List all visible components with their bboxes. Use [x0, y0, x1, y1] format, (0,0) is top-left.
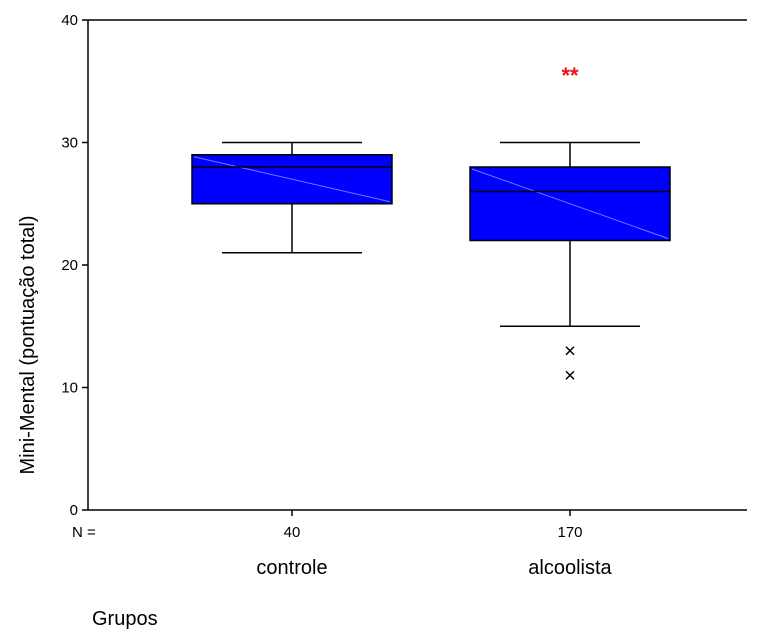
group-category-label: controle: [256, 557, 327, 579]
outlier-marker: [565, 346, 575, 356]
n-prefix-label: N =: [72, 524, 96, 541]
plot-area: 0 10 20 30 40 40 controle ** 170 alcoolista: [61, 12, 747, 579]
group-category-label: alcoolista: [528, 557, 612, 579]
group-n-label: 40: [284, 524, 301, 541]
box-diagonal: [471, 168, 669, 239]
box-diagonal: [193, 156, 391, 203]
y-tick-label: 20: [61, 257, 78, 274]
y-tick-label: 10: [61, 380, 78, 397]
y-tick-label: 30: [61, 135, 78, 152]
group-n-label: 170: [557, 524, 582, 541]
x-axis-title: Grupos: [92, 608, 158, 630]
y-tick-label: 0: [70, 502, 78, 519]
significance-annotation: **: [561, 63, 579, 88]
outlier-marker: [565, 370, 575, 380]
y-tick-label: 40: [61, 12, 78, 29]
y-axis-title: Mini-Mental (pontuação total): [17, 215, 39, 474]
